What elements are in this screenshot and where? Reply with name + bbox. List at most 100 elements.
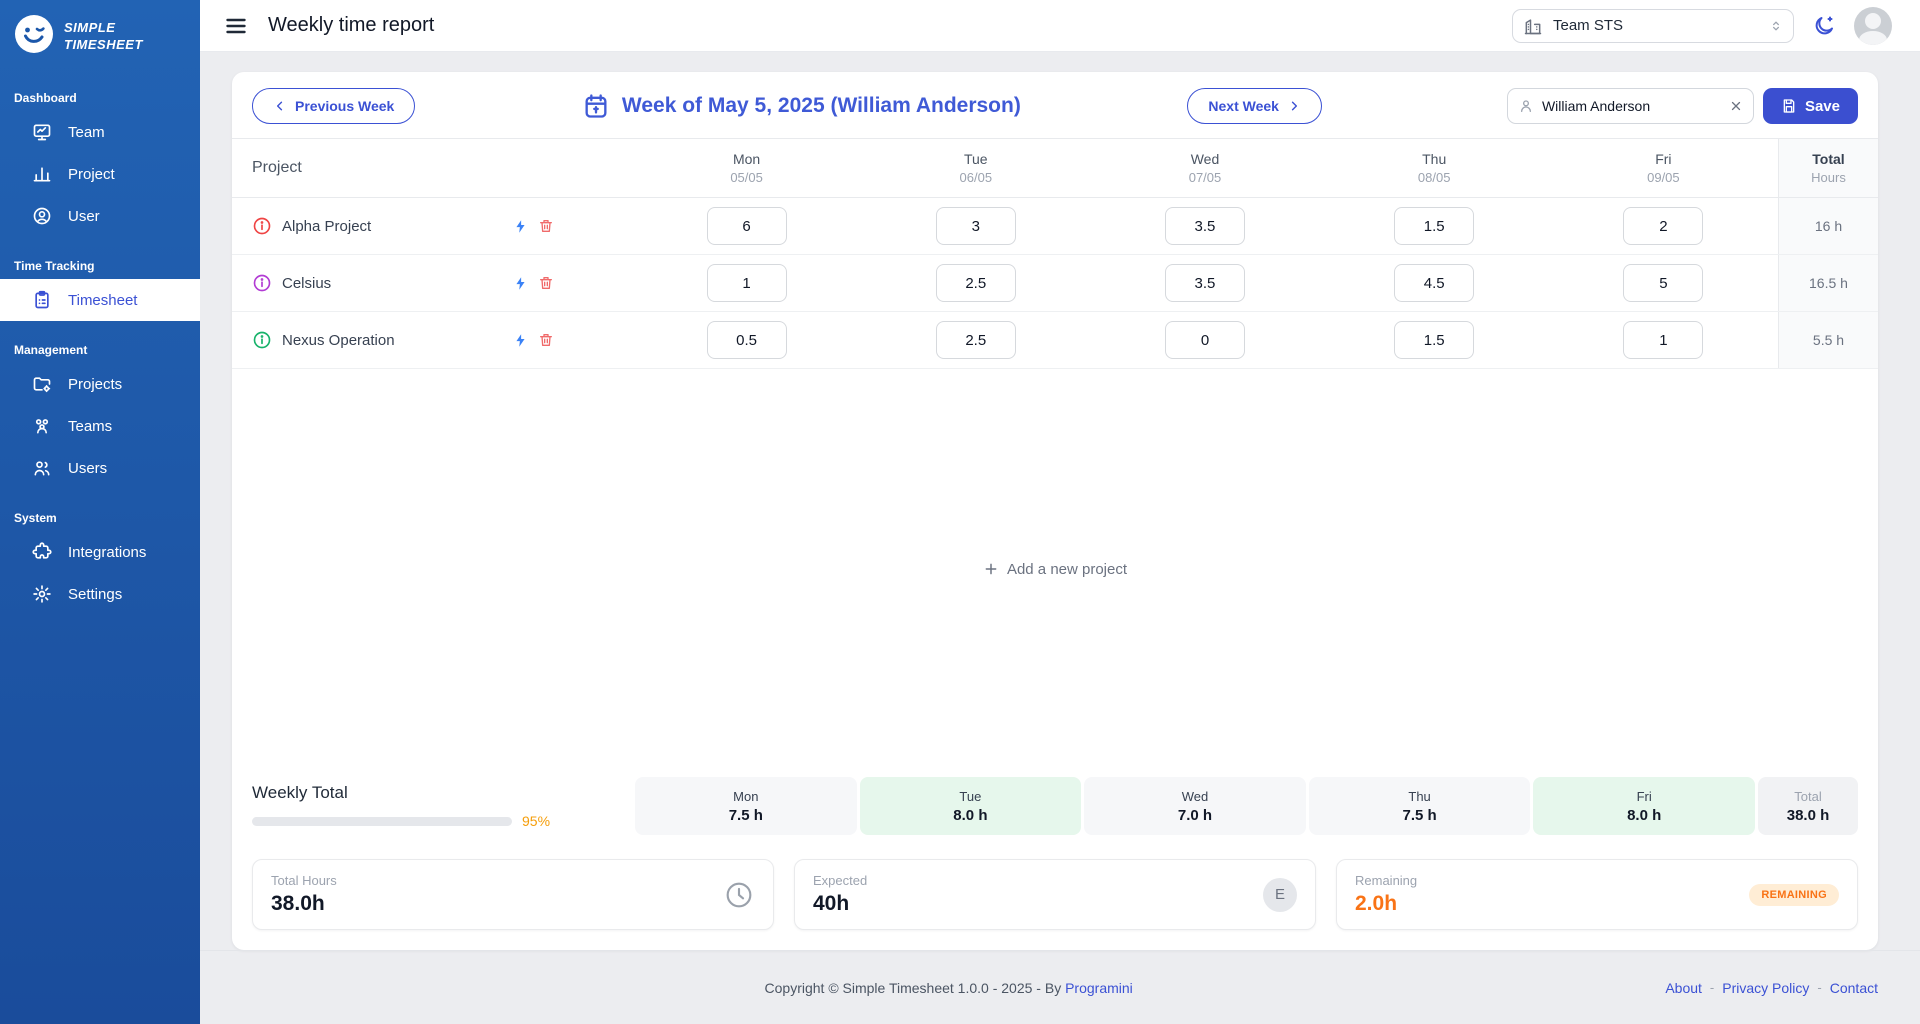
chevron-updown-icon — [1769, 19, 1783, 33]
user-avatar[interactable] — [1854, 6, 1892, 45]
day-column-header: Wed 07/05 — [1188, 151, 1222, 185]
clipboard-icon — [32, 290, 52, 310]
sidebar-item-projects[interactable]: Projects — [0, 363, 200, 405]
sidebar-item-label: Projects — [68, 375, 123, 393]
quick-fill-button[interactable] — [513, 333, 528, 348]
project-name: Alpha Project — [282, 217, 372, 235]
hour-input[interactable] — [1623, 207, 1704, 245]
hour-input[interactable] — [1623, 321, 1704, 359]
chevron-left-icon — [273, 99, 287, 113]
sidebar-item-label: Timesheet — [68, 291, 138, 309]
card-value: 38.0h — [271, 892, 325, 915]
building-icon — [1523, 16, 1543, 36]
row-total: 16 h — [1777, 198, 1878, 254]
user-circle-icon — [32, 206, 52, 226]
sidebar-item-label: User — [68, 207, 100, 225]
hour-input[interactable] — [706, 321, 787, 359]
hour-input[interactable] — [706, 207, 787, 245]
sidebar-item-integrations[interactable]: Integrations — [0, 531, 200, 573]
footer-link-about[interactable]: About — [1665, 979, 1702, 996]
hour-input[interactable] — [1623, 264, 1704, 302]
add-project-button[interactable]: Add a new project — [983, 561, 1127, 578]
menu-toggle-button[interactable] — [224, 14, 248, 38]
info-icon — [252, 273, 272, 293]
bar-chart-icon — [32, 164, 52, 184]
footer-link-privacy[interactable]: Privacy Policy — [1722, 979, 1810, 996]
sidebar-item-teams[interactable]: Teams — [0, 405, 200, 447]
calendar-icon — [582, 92, 610, 120]
sidebar-item-project[interactable]: Project — [0, 153, 200, 195]
quick-fill-button[interactable] — [513, 219, 528, 234]
sidebar-item-label: Settings — [68, 585, 123, 603]
day-column-header: Mon 05/05 — [730, 151, 763, 185]
company-link[interactable]: Programini — [1065, 979, 1133, 996]
card-label: Total Hours — [271, 873, 337, 888]
previous-week-label: Previous Week — [295, 98, 395, 114]
weekly-day-total: Mon 7.5 h — [635, 777, 857, 835]
next-week-label: Next Week — [1208, 98, 1279, 114]
monitor-chart-icon — [32, 122, 52, 142]
weekly-progress-bar — [252, 816, 512, 826]
winking-smiley-icon — [14, 14, 54, 59]
table-row: Alpha Project — [232, 198, 1878, 255]
dark-mode-toggle[interactable] — [1812, 14, 1836, 38]
hour-input[interactable] — [935, 264, 1016, 302]
previous-week-button[interactable]: Previous Week — [252, 88, 416, 124]
weekly-total-label: Weekly Total — [252, 783, 348, 802]
user-search-input[interactable] — [1541, 98, 1721, 114]
project-name: Nexus Operation — [282, 331, 395, 349]
avatar-body — [1859, 30, 1887, 45]
team-selector[interactable]: Team STS — [1512, 8, 1794, 43]
brand-line1: SIMPLE — [64, 20, 116, 36]
team-group-icon — [32, 416, 52, 436]
moon-icon — [1812, 14, 1836, 38]
next-week-button[interactable]: Next Week — [1187, 88, 1322, 124]
sidebar-item-users[interactable]: Users — [0, 447, 200, 489]
week-title: Week of May 5, 2025 (William Anderson) — [621, 94, 1021, 117]
table-header-row: Project Mon 05/05 Tue 06/05 Wed 07/05 — [232, 138, 1878, 198]
sidebar-item-label: Project — [68, 165, 115, 183]
quick-fill-button[interactable] — [513, 276, 528, 291]
hour-input[interactable] — [1164, 264, 1245, 302]
delete-row-button[interactable] — [538, 332, 554, 348]
week-toolbar: Previous Week Week of May 5, 2025 (Willi… — [232, 72, 1878, 138]
footer-link-contact[interactable]: Contact — [1829, 979, 1878, 996]
sidebar-item-settings[interactable]: Settings — [0, 573, 200, 615]
section-label-system: System — [14, 511, 57, 525]
section-label-time-tracking: Time Tracking — [14, 259, 95, 273]
hour-input[interactable] — [1394, 321, 1475, 359]
table-row: Nexus Operation — [232, 312, 1878, 369]
card-value: 40h — [813, 892, 850, 915]
footer: Copyright © Simple Timesheet 1.0.0 - 202… — [200, 950, 1920, 1024]
hour-input[interactable] — [935, 321, 1016, 359]
delete-row-button[interactable] — [538, 275, 554, 291]
card-value: 2.0h — [1355, 892, 1398, 915]
day-column-header: Thu 08/05 — [1417, 151, 1451, 185]
hour-input[interactable] — [706, 264, 787, 302]
puzzle-icon — [32, 542, 52, 562]
info-icon — [252, 330, 272, 350]
brand-line2: TIMESHEET — [64, 36, 143, 52]
day-column-header: Tue 06/05 — [959, 151, 993, 185]
clock-icon — [723, 879, 755, 911]
sidebar-item-label: Integrations — [68, 543, 147, 561]
hour-input[interactable] — [1164, 207, 1245, 245]
users-icon — [32, 458, 52, 478]
remaining-card: Remaining 2.0h REMAINING — [1336, 859, 1858, 930]
delete-row-button[interactable] — [538, 218, 554, 234]
hour-input[interactable] — [935, 207, 1016, 245]
section-label-dashboard: Dashboard — [14, 91, 77, 105]
hour-input[interactable] — [1164, 321, 1245, 359]
hour-input[interactable] — [1394, 264, 1475, 302]
sidebar-item-label: Users — [68, 459, 108, 477]
add-project-label: Add a new project — [1006, 560, 1128, 578]
save-button[interactable]: Save — [1762, 88, 1858, 124]
gear-icon — [32, 584, 52, 604]
sidebar-item-user[interactable]: User — [0, 195, 200, 237]
sidebar-item-team[interactable]: Team — [0, 111, 200, 153]
project-name: Celsius — [282, 274, 332, 292]
sidebar-item-timesheet[interactable]: Timesheet — [0, 279, 200, 321]
hour-input[interactable] — [1394, 207, 1475, 245]
clear-search-button[interactable] — [1729, 99, 1743, 113]
